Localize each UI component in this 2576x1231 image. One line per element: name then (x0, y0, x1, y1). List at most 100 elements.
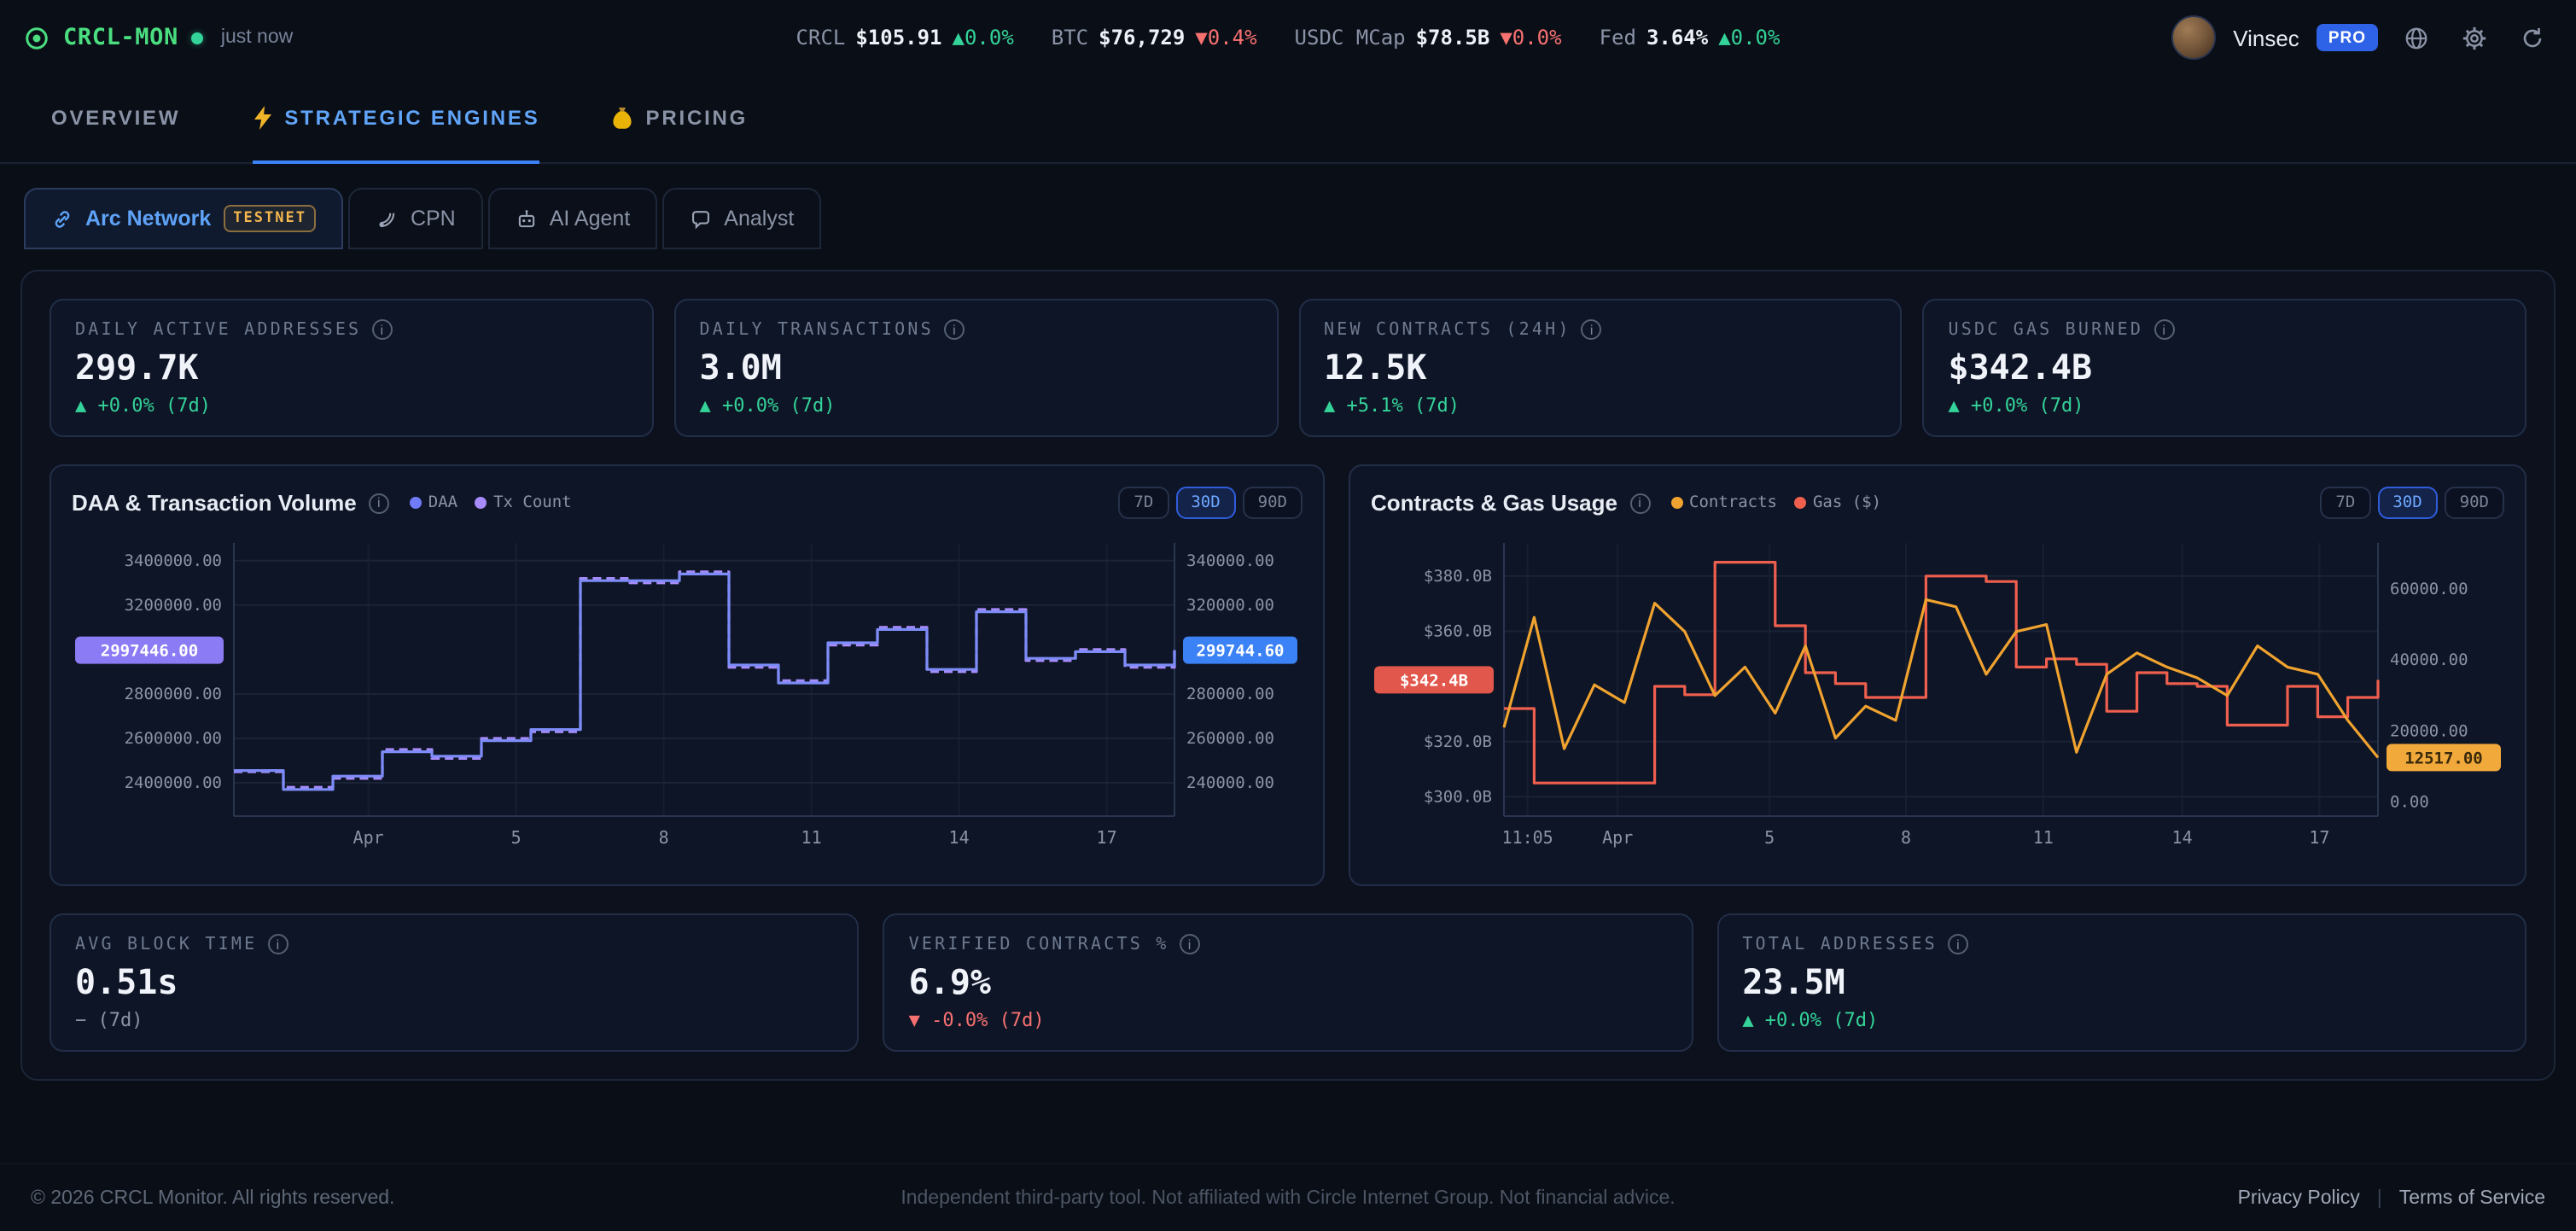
chart-legend: DAA Tx Count (409, 493, 572, 512)
stat-value: 12.5K (1324, 347, 1427, 388)
footer: © 2026 CRCL Monitor. All rights reserved… (0, 1163, 2576, 1209)
satellite-dish-icon (380, 212, 396, 227)
range-selector: 7D 30D 90D (2320, 487, 2504, 519)
privacy-policy-link[interactable]: Privacy Policy (2237, 1188, 2360, 1209)
range-button-90d[interactable]: 90D (1242, 487, 1303, 519)
legend-dot-icon (1793, 497, 1806, 509)
info-icon[interactable]: i (1629, 493, 1650, 513)
svg-text:11:05: 11:05 (1501, 827, 1553, 848)
contracts-gas-chart[interactable]: 11:05 Apr 5 8 11 14 17 $380.0B $360.0B $320.0B $30… (1371, 529, 2504, 864)
subtab-ai-agent[interactable]: AI Agent (487, 188, 658, 249)
stat-change: ▲ +0.0% (7d) (1742, 1009, 1879, 1031)
robot-icon (518, 209, 534, 227)
legend-item-gas: Gas ($) (1793, 493, 1881, 512)
ticker-label: USDC MCap (1294, 26, 1406, 50)
info-icon[interactable]: i (1179, 934, 1200, 954)
money-bag-icon (613, 108, 632, 129)
terms-of-service-link[interactable]: Terms of Service (2398, 1188, 2545, 1209)
tab-overview[interactable]: OVERVIEW (51, 75, 180, 164)
stat-label: NEW CONTRACTS (24H) (1324, 320, 1571, 339)
svg-text:320000.00: 320000.00 (1186, 596, 1274, 615)
tab-pricing[interactable]: PRICING (612, 75, 749, 164)
svg-text:2400000.00: 2400000.00 (125, 773, 222, 792)
ticker-label: CRCL (796, 26, 846, 50)
app-title: CRCL-MON (63, 24, 178, 51)
info-icon[interactable]: i (1581, 319, 1602, 340)
pro-badge: PRO (2316, 24, 2378, 51)
ticker-change: ▲0.0% (1718, 26, 1780, 50)
subtab-arc-network[interactable]: Arc Network TESTNET (24, 188, 344, 249)
svg-text:17: 17 (1097, 827, 1117, 848)
info-icon[interactable]: i (1947, 934, 1968, 954)
daa-tx-volume-chart[interactable]: Apr 5 8 11 14 17 3400000.00 3200000.00 2800000.0… (72, 529, 1301, 864)
market-ticker: CRCL $105.91 ▲0.0% BTC $76,729 ▼0.4% USD… (796, 0, 1780, 75)
stat-change: ▲ +0.0% (7d) (75, 394, 211, 417)
ticker-value: $76,729 (1099, 26, 1186, 50)
range-button-30d[interactable]: 30D (1175, 487, 1236, 519)
info-icon[interactable]: i (267, 934, 288, 954)
ticker-item-crcl: CRCL $105.91 ▲0.0% (796, 26, 1014, 50)
legend-dot-icon (409, 497, 422, 509)
settings-button[interactable] (2453, 17, 2494, 58)
ticker-change: ▲0.0% (952, 26, 1014, 50)
ticker-label: BTC (1051, 26, 1089, 50)
range-button-7d[interactable]: 7D (1118, 487, 1169, 519)
ticker-label: Fed (1599, 26, 1636, 50)
lightning-bolt-icon (254, 106, 271, 130)
svg-text:340000.00: 340000.00 (1186, 551, 1274, 570)
svg-text:17: 17 (2309, 827, 2329, 848)
footer-separator: | (2376, 1188, 2382, 1209)
tab-label: STRATEGIC ENGINES (284, 106, 540, 130)
svg-text:Apr: Apr (353, 827, 384, 848)
avatar[interactable] (2171, 15, 2217, 60)
svg-text:2997446.00: 2997446.00 (101, 642, 198, 661)
svg-text:240000.00: 240000.00 (1186, 773, 1274, 792)
legend-item-contracts: Contracts (1670, 493, 1777, 512)
stat-change: ▲ +0.0% (7d) (699, 394, 836, 417)
info-icon[interactable]: i (371, 319, 393, 340)
svg-text:5: 5 (511, 827, 522, 848)
refresh-icon (2522, 27, 2541, 47)
legend-label: DAA (428, 493, 458, 512)
ticker-item-fed: Fed 3.64% ▲0.0% (1600, 26, 1780, 50)
charts-row: DAA & Transaction Volume i DAA Tx Count … (50, 464, 2526, 886)
stat-card-daily-active-addresses: DAILY ACTIVE ADDRESSES i 299.7K ▲ +0.0% (… (50, 299, 654, 437)
info-icon[interactable]: i (2153, 319, 2175, 340)
range-button-7d[interactable]: 7D (2320, 487, 2371, 519)
svg-text:60000.00: 60000.00 (2390, 580, 2468, 598)
svg-text:12517.00: 12517.00 (2404, 749, 2483, 767)
svg-text:11: 11 (2033, 827, 2054, 848)
user-area: Vinsec PRO (2171, 15, 2552, 60)
stat-value: 0.51s (75, 961, 178, 1002)
tab-label: OVERVIEW (51, 106, 181, 130)
range-button-90d[interactable]: 90D (2444, 487, 2504, 519)
svg-text:40000.00: 40000.00 (2390, 651, 2468, 669)
info-icon[interactable]: i (943, 319, 965, 340)
range-button-30d[interactable]: 30D (2377, 487, 2438, 519)
svg-text:$360.0B: $360.0B (1424, 621, 1492, 640)
chart-card-daa-tx-volume: DAA & Transaction Volume i DAA Tx Count … (50, 464, 1325, 886)
top-stats-row: DAILY ACTIVE ADDRESSES i 299.7K ▲ +0.0% (… (50, 299, 2526, 437)
tab-strategic-engines[interactable]: STRATEGIC ENGINES (252, 75, 540, 164)
svg-text:11: 11 (801, 827, 822, 848)
chat-bubble-icon (692, 210, 710, 229)
svg-text:8: 8 (659, 827, 669, 848)
svg-text:280000.00: 280000.00 (1186, 685, 1274, 703)
svg-text:0.00: 0.00 (2390, 792, 2429, 811)
language-globe-button[interactable] (2395, 17, 2436, 58)
stat-change: − (7d) (75, 1009, 143, 1031)
globe-icon (2404, 26, 2427, 49)
info-icon[interactable]: i (368, 493, 389, 513)
subtab-cpn[interactable]: CPN (348, 188, 483, 249)
svg-text:14: 14 (949, 827, 970, 848)
ticker-value: 3.64% (1646, 26, 1709, 50)
svg-text:5: 5 (1764, 827, 1775, 848)
refresh-button[interactable] (2511, 17, 2552, 58)
stat-change: ▲ +0.0% (7d) (1948, 394, 2084, 417)
stat-card-new-contracts: NEW CONTRACTS (24H) i 12.5K ▲ +5.1% (7d) (1298, 299, 1903, 437)
legend-item-daa: DAA (409, 493, 458, 512)
subtab-analyst[interactable]: Analyst (662, 188, 822, 249)
stat-value: 299.7K (75, 347, 199, 388)
legend-dot-icon (1670, 497, 1682, 509)
bottom-stats-row: AVG BLOCK TIME i 0.51s − (7d) VERIFIED CO… (50, 913, 2526, 1052)
